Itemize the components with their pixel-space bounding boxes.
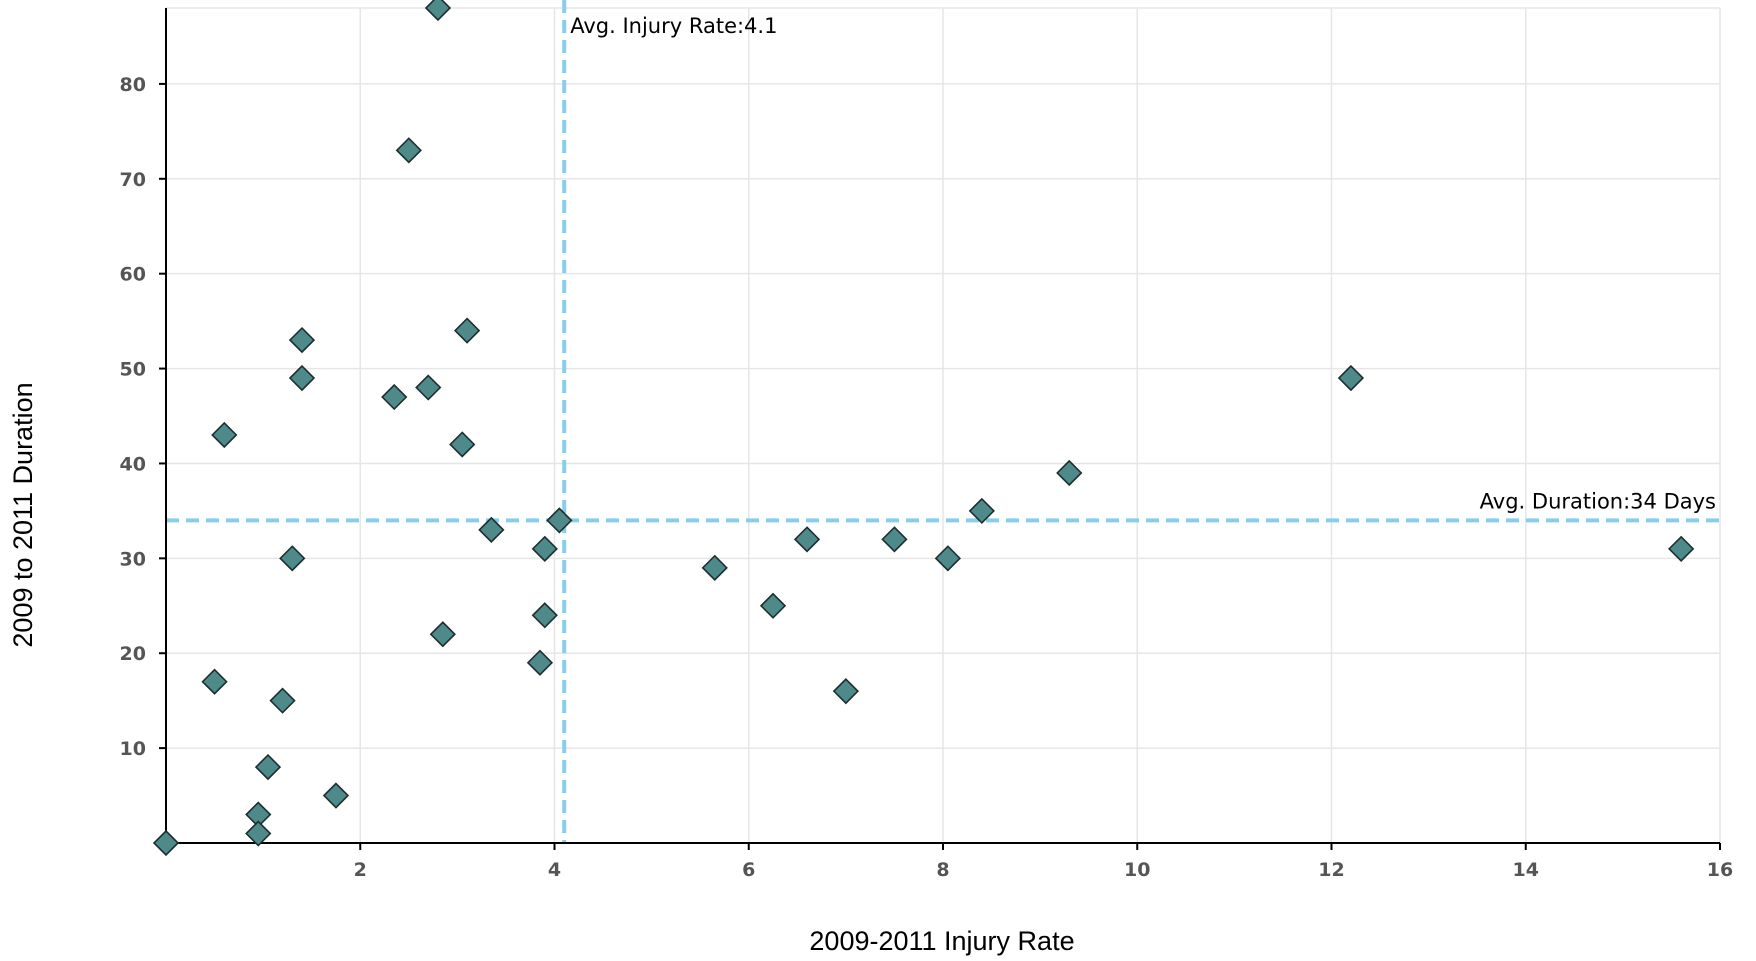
x-axis-title: 2009-2011 Injury Rate xyxy=(809,926,1074,956)
x-tick-label: 10 xyxy=(1124,859,1150,881)
x-tick-label: 2 xyxy=(354,859,367,881)
data-point-diamond xyxy=(201,668,228,695)
avg-duration-label: Avg. Duration:34 Days xyxy=(1480,489,1716,513)
reference-lines: Avg. Injury Rate:4.1 Avg. Duration:34 Day… xyxy=(166,0,1720,843)
avg-injury-rate-label: Avg. Injury Rate:4.1 xyxy=(570,14,777,38)
data-point-diamond xyxy=(152,829,180,857)
data-point-diamond xyxy=(381,383,408,411)
data-point-diamond xyxy=(526,649,554,676)
data-point-diamond xyxy=(881,526,908,553)
y-tick-label: 20 xyxy=(120,643,146,665)
data-point-diamond xyxy=(793,526,821,553)
data-points xyxy=(152,0,1695,857)
grid xyxy=(166,7,1721,843)
data-point-diamond xyxy=(429,621,456,648)
y-tick-label: 60 xyxy=(120,264,146,286)
data-point-diamond xyxy=(934,545,961,572)
data-point-diamond xyxy=(211,421,238,449)
data-point-diamond xyxy=(546,507,573,534)
y-tick-label: 30 xyxy=(120,548,146,570)
data-point-diamond xyxy=(415,374,442,401)
data-point-diamond xyxy=(279,545,306,572)
data-point-diamond xyxy=(1056,459,1083,487)
data-point-diamond xyxy=(245,820,272,847)
data-point-diamond xyxy=(424,0,452,22)
data-point-diamond xyxy=(254,753,282,781)
data-point-diamond xyxy=(449,431,476,458)
x-tick-label: 16 xyxy=(1707,859,1733,881)
y-tick-label: 50 xyxy=(120,359,146,381)
data-point-diamond xyxy=(322,782,350,809)
data-point-diamond xyxy=(1668,535,1695,562)
x-tick-label: 14 xyxy=(1513,859,1539,881)
data-point-diamond xyxy=(288,326,316,354)
y-tick-label: 40 xyxy=(120,453,146,475)
data-point-diamond xyxy=(453,317,481,344)
data-point-diamond xyxy=(288,364,316,392)
data-point-diamond xyxy=(968,497,995,525)
tick-labels: 2 4 6 8 10 12 14 16 10 20 30 40 50 60 70 80 xyxy=(120,74,1734,881)
data-point-diamond xyxy=(832,678,860,705)
x-tick-label: 4 xyxy=(548,859,561,881)
axes xyxy=(159,8,1721,850)
data-point-diamond xyxy=(759,592,787,619)
data-point-diamond xyxy=(531,535,558,562)
data-point-diamond xyxy=(1337,364,1365,392)
data-point-diamond xyxy=(701,554,728,581)
data-point-diamond xyxy=(269,687,296,714)
y-axis-title: 2009 to 2011 Duration xyxy=(8,382,38,647)
x-tick-label: 8 xyxy=(936,859,949,881)
data-point-diamond xyxy=(395,137,422,164)
x-tick-label: 12 xyxy=(1318,859,1344,881)
data-point-diamond xyxy=(478,516,505,544)
y-tick-label: 70 xyxy=(120,169,146,191)
y-tick-label: 80 xyxy=(120,74,146,96)
data-point-diamond xyxy=(531,602,558,629)
y-tick-label: 10 xyxy=(120,738,146,760)
x-tick-label: 6 xyxy=(742,859,755,881)
